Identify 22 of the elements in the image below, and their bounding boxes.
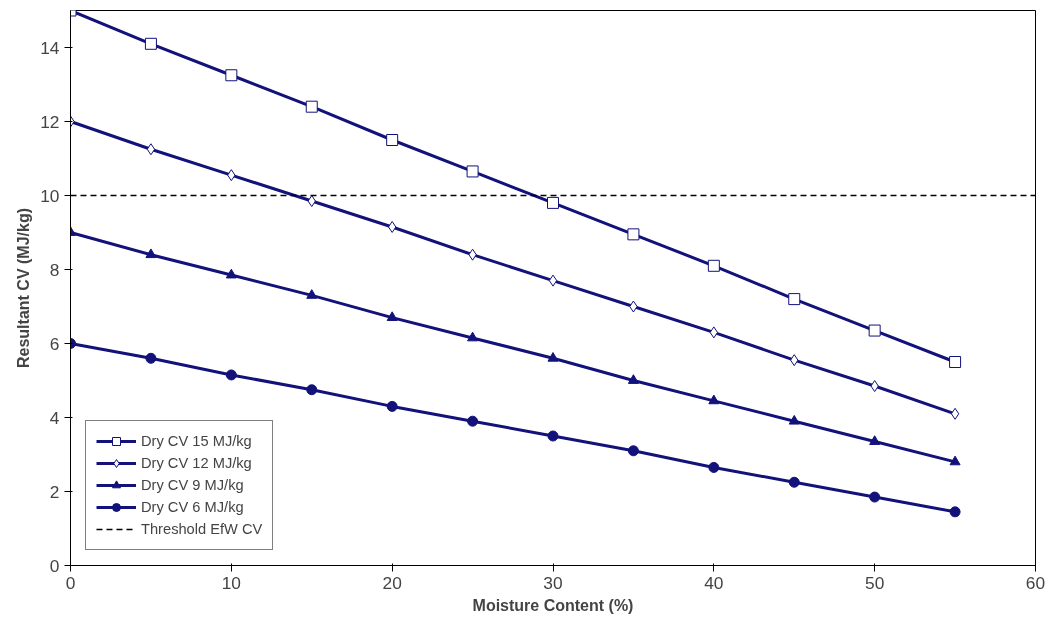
y-axis-title: Resultant CV (MJ/kg) [15, 207, 33, 369]
legend-label: Dry CV 15 MJ/kg [141, 433, 252, 449]
legend-label: Threshold EfW CV [141, 521, 263, 537]
y-tick-label: 12 [40, 111, 60, 132]
y-tick-label: 14 [40, 37, 60, 58]
y-tick-label: 4 [49, 407, 60, 428]
x-tick-label: 50 [865, 572, 885, 593]
legend-label: Dry CV 6 MJ/kg [141, 499, 244, 515]
legend-label: Dry CV 9 MJ/kg [141, 477, 244, 493]
legend-label: Dry CV 12 MJ/kg [141, 455, 252, 471]
y-tick-label: 8 [49, 259, 60, 280]
x-tick-label: 20 [382, 572, 402, 593]
x-tick-label: 10 [221, 572, 241, 593]
x-tick-label: 30 [543, 572, 563, 593]
y-tick-label: 2 [49, 481, 60, 502]
x-tick-label: 40 [704, 572, 724, 593]
y-tick-label: 6 [49, 333, 60, 354]
x-tick-label: 0 [65, 572, 76, 593]
x-axis-title: Moisture Content (%) [472, 596, 634, 614]
y-tick-label: 10 [40, 185, 60, 206]
y-tick-label: 0 [49, 555, 60, 576]
x-tick-label: 60 [1025, 572, 1046, 593]
